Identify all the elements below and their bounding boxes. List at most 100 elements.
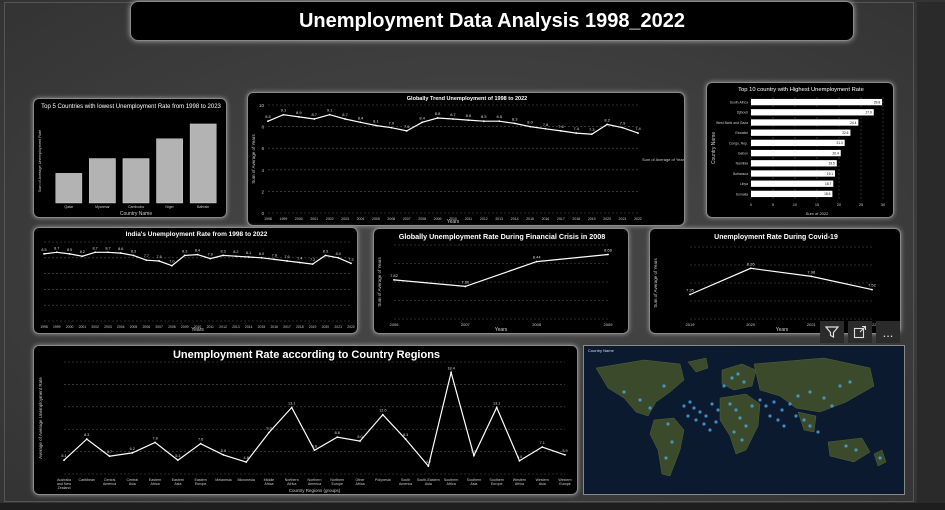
data-label: 5.7 <box>107 450 112 454</box>
global-trend-chart-panel[interactable]: Globally Trend Unemployment of 1998 to 2… <box>247 92 685 226</box>
data-point <box>209 257 212 260</box>
land-shape <box>721 363 757 391</box>
data-point <box>810 275 813 278</box>
data-label: 8.7 <box>311 112 317 117</box>
x-tick-label: 2015 <box>526 217 534 221</box>
chart-title: Top 10 country with Highest Unemployment… <box>738 87 864 93</box>
x-tick-label: 2003 <box>341 217 349 221</box>
x-tick-label: 5 <box>772 203 774 207</box>
map-data-point <box>648 406 652 410</box>
y-tick-label: Botswana <box>733 172 748 176</box>
data-label: 8.3 <box>131 249 136 253</box>
data-label: 8.0 <box>259 252 264 256</box>
y-tick-label: Eswatini <box>735 131 748 135</box>
data-label: 8.8 <box>435 111 441 116</box>
data-label: 7.0 <box>169 260 174 264</box>
x-tick-label: 2021 <box>619 217 627 221</box>
data-label: 8.2 <box>604 117 610 122</box>
x-tick-label: Western Europe <box>558 478 571 486</box>
financial-crisis-line-chart: Globally Unemployment Rate During Financ… <box>377 232 613 333</box>
india-chart-panel[interactable]: India's Unemployment Rate from 1998 to 2… <box>33 227 358 334</box>
y-tick-label: Gabon <box>738 152 748 156</box>
x-tick-label: 2020 <box>322 325 330 329</box>
data-point <box>298 261 301 264</box>
y-axis-label: Sum of Average Unemployment Rate <box>38 130 42 193</box>
data-point <box>260 256 263 259</box>
world-map-panel[interactable]: Country Name <box>583 345 905 495</box>
x-tick-label: Myanmar <box>95 205 110 209</box>
data-label: 8.3 <box>512 116 518 121</box>
map-data-point <box>808 424 812 428</box>
data-point <box>375 124 377 127</box>
data-label: 8.7 <box>342 112 348 117</box>
bar <box>751 190 833 198</box>
data-point <box>43 252 45 255</box>
x-tick-label: Polynesia <box>375 478 391 482</box>
x-tick-label: Eastern Europe <box>194 478 206 486</box>
x-axis-label: Sum of 2022 <box>806 211 829 216</box>
chart-title: Globally Unemployment Rate During Financ… <box>399 232 606 241</box>
data-label: 18.7 <box>825 182 831 186</box>
regions-chart-panel[interactable]: Unemployment Rate according to Country R… <box>33 345 578 495</box>
x-tick-label: 2018 <box>572 217 580 221</box>
data-label: 7.2 <box>310 258 315 262</box>
x-tick-label: 2015 <box>258 325 266 329</box>
lowest-rate-chart-panel[interactable]: Top 5 Countries with lowest Unemployment… <box>33 98 227 218</box>
map-data-point <box>750 404 754 408</box>
data-point <box>344 118 346 120</box>
data-label: 7.60 <box>461 279 470 284</box>
data-point <box>247 256 250 258</box>
x-tick-label: Middle Africa <box>264 478 275 486</box>
data-point <box>405 130 408 132</box>
data-point <box>529 125 531 128</box>
data-point <box>518 459 521 462</box>
chart-title: Globally Trend Unemployment of 1998 to 2… <box>407 96 527 102</box>
data-label: 8.7 <box>54 246 59 250</box>
filter-icon[interactable] <box>820 321 844 343</box>
map-data-point <box>742 380 746 384</box>
x-tick-label: 2020 <box>603 217 611 221</box>
x-axis-label: Years <box>191 327 204 333</box>
x-tick-label: 2006 <box>143 325 151 329</box>
x-tick-label: 1999 <box>53 325 61 329</box>
x-tick-label: 30 <box>881 203 885 207</box>
x-tick-label: 2007 <box>403 217 411 221</box>
y-axis-label: Average of Average Unemployment Rate <box>38 377 43 459</box>
covid-chart-panel[interactable]: Unemployment Rate During Covid-19 Sum of … <box>649 228 901 334</box>
x-tick-label: Southern Asia <box>467 478 482 486</box>
data-label: 8.9 <box>296 110 302 115</box>
map-data-point <box>692 406 696 410</box>
data-label: 8.7 <box>450 112 456 117</box>
map-data-point <box>782 424 786 428</box>
data-label: 8.1 <box>373 119 379 124</box>
more-options-icon[interactable]: ... <box>876 321 900 343</box>
map-data-point <box>664 456 668 460</box>
data-point <box>871 288 873 291</box>
data-point <box>381 413 384 416</box>
financial-crisis-chart-panel[interactable]: Globally Unemployment Rate During Financ… <box>373 228 629 334</box>
data-label: 8.44 <box>533 255 542 260</box>
focus-mode-icon[interactable] <box>848 321 872 343</box>
data-point <box>171 264 173 267</box>
map-data-point <box>716 408 720 412</box>
data-point <box>464 285 467 288</box>
x-tick-label: 2001 <box>310 217 318 221</box>
data-point <box>535 260 538 263</box>
x-tick-label: 2012 <box>219 325 227 329</box>
data-label: 8.3 <box>182 249 187 253</box>
chart-title: Unemployment Rate according to Country R… <box>173 349 440 361</box>
top10-chart-panel[interactable]: Top 10 country with Highest Unemployment… <box>706 82 894 218</box>
data-point <box>132 254 135 257</box>
x-tick-label: Western Africa <box>513 478 526 486</box>
x-axis-label: Years <box>776 327 789 333</box>
world-map[interactable]: Country Name <box>584 346 905 495</box>
x-tick-label: 2005 <box>130 325 138 329</box>
x-tick-label: Eastern Africa <box>149 478 161 486</box>
x-tick-label: Northern Europe <box>330 478 344 486</box>
data-label: 7.3 <box>589 127 595 132</box>
data-label: 21.3 <box>837 141 843 145</box>
data-point <box>286 260 288 262</box>
data-point <box>158 260 161 262</box>
data-point <box>107 251 109 254</box>
data-point <box>337 256 340 259</box>
